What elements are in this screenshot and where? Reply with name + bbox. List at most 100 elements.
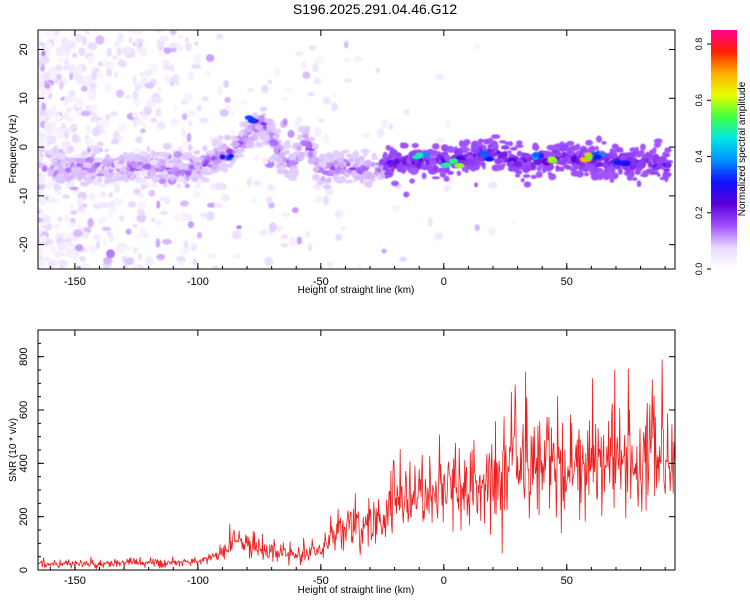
spectrogram-blob (199, 117, 209, 124)
spectrogram-blob (231, 135, 236, 142)
spectrogram-blob (104, 83, 113, 93)
spectrogram-blob (651, 171, 660, 175)
spectrogram-blob (344, 179, 354, 184)
spectrogram-blob (364, 159, 372, 167)
spectrogram-blob (192, 258, 197, 266)
spectrogram-blob (263, 134, 271, 142)
spectrogram-blob (411, 142, 419, 149)
spectrogram-blob (124, 94, 132, 100)
x-tick-label: -100 (187, 276, 209, 288)
spectrogram-blob (287, 129, 295, 138)
spectrogram-blob (178, 261, 184, 267)
spectrogram-blob (312, 63, 319, 73)
spectrogram-blob (136, 38, 145, 43)
snr-plot-area (38, 359, 675, 570)
spectrogram-blob (465, 158, 475, 164)
spectrogram-blob (65, 107, 73, 113)
spectrogram-blob (648, 156, 653, 161)
spectrogram-blob (362, 132, 371, 139)
spectrogram-blob (168, 170, 172, 176)
spectrogram-blob (563, 155, 568, 163)
spectrogram-blob (225, 104, 231, 110)
spectrogram-blob (628, 161, 638, 166)
spectrogram-blob (583, 172, 590, 177)
spectrogram-blob (211, 139, 218, 147)
spectrogram-blob (128, 36, 133, 43)
spectrogram-blob (188, 120, 193, 128)
spectrogram-blob (230, 127, 235, 136)
spectrogram-blob (610, 151, 618, 159)
spectrogram-blob (180, 200, 189, 207)
spectrogram-blob (136, 213, 147, 223)
spectrogram-blob (149, 63, 159, 73)
spectrogram-blob (187, 109, 196, 118)
spectrogram-blob (613, 160, 622, 165)
spectrogram-blob (120, 48, 126, 54)
spectrogram-blob (428, 170, 436, 175)
colorbar-tick-label: 0.6 (694, 94, 704, 107)
spectrogram-blob (96, 141, 104, 147)
spectrogram-blob (38, 162, 44, 169)
spectrogram-blob (391, 204, 401, 213)
spectrogram-blob (414, 160, 419, 165)
spectrogram-blob (425, 159, 430, 167)
spectrogram-blob (185, 42, 192, 52)
spectrogram-blob (172, 103, 178, 112)
spectrogram-blob (554, 143, 562, 148)
spectrogram-blob (128, 154, 134, 162)
spectrogram-blob (492, 143, 499, 150)
spectrogram-blob (585, 154, 593, 161)
spectrogram-blob (119, 170, 126, 175)
spectrogram-blob (380, 119, 389, 128)
spectrogram-blob (547, 156, 557, 162)
spectrogram-frame (37, 29, 676, 270)
spectrogram-blob (117, 59, 127, 68)
spectrogram-blob (401, 142, 409, 149)
spectrogram-blob (71, 173, 76, 179)
spectrogram-blob (596, 135, 602, 143)
spectrogram-blob (247, 88, 254, 93)
figure-title: S196.2025.291.04.46.G12 (293, 1, 457, 17)
spectrogram-blob (45, 109, 55, 118)
spectrogram-blob (288, 155, 295, 160)
spectrogram-blob (256, 130, 266, 138)
spectrogram-blob (93, 200, 104, 205)
spectrogram-blob (498, 164, 505, 171)
spectrogram-blob (158, 178, 167, 185)
spectrogram-blob (92, 157, 102, 162)
spectrogram-blob (314, 195, 323, 204)
spectrogram-blob (190, 243, 198, 251)
spectrogram-blob (79, 256, 86, 262)
spectrogram-blob (530, 174, 537, 179)
spectrogram-blob (217, 86, 223, 96)
spectrogram-blob (143, 69, 153, 78)
spectrogram-blob (542, 150, 552, 157)
spectrogram-blob (281, 212, 291, 217)
spectrogram-blob (498, 151, 508, 159)
spectrogram-blob (159, 210, 169, 215)
spectrogram-blob (641, 170, 649, 177)
spectrogram-blob (263, 119, 272, 123)
spectrogram-blob (649, 149, 655, 156)
spectrogram-blob (388, 123, 394, 130)
spectrogram-blob (308, 156, 318, 164)
spectrogram-blob (76, 166, 81, 171)
spectrogram-blob (265, 196, 273, 204)
spectrogram-blob (76, 158, 86, 164)
spectrogram-blob (171, 74, 180, 83)
spectrogram-blob (454, 163, 465, 169)
spectrogram-blob (57, 241, 65, 252)
spectrogram-blob (163, 74, 171, 84)
spectrogram-blob (139, 111, 144, 116)
spectrogram-blob (434, 73, 445, 80)
spectrogram-blob (38, 218, 43, 223)
spectrogram-blob (90, 116, 96, 123)
spectrogram-blob (264, 256, 274, 267)
spectrogram-blob (631, 177, 638, 181)
spectrogram-blob (137, 200, 147, 210)
spectrogram-blob (132, 75, 137, 85)
spectrogram-blob (70, 123, 78, 134)
spectrogram-blob (108, 230, 113, 235)
spectrogram-blob (181, 113, 188, 121)
spectrogram-blob (488, 227, 496, 237)
